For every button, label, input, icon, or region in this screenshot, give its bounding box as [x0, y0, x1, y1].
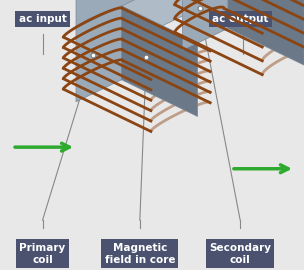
- Text: ac input: ac input: [19, 14, 67, 24]
- Polygon shape: [182, 0, 304, 14]
- Polygon shape: [122, 6, 198, 116]
- Polygon shape: [76, 0, 304, 31]
- Polygon shape: [76, 0, 228, 28]
- Text: ac output: ac output: [212, 14, 268, 24]
- Polygon shape: [76, 6, 122, 102]
- Polygon shape: [76, 6, 198, 65]
- Polygon shape: [182, 0, 228, 50]
- Polygon shape: [228, 0, 304, 65]
- Text: Magnetic
field in core: Magnetic field in core: [105, 243, 175, 265]
- Text: Primary
coil: Primary coil: [19, 243, 66, 265]
- Text: Secondary
coil: Secondary coil: [209, 243, 271, 265]
